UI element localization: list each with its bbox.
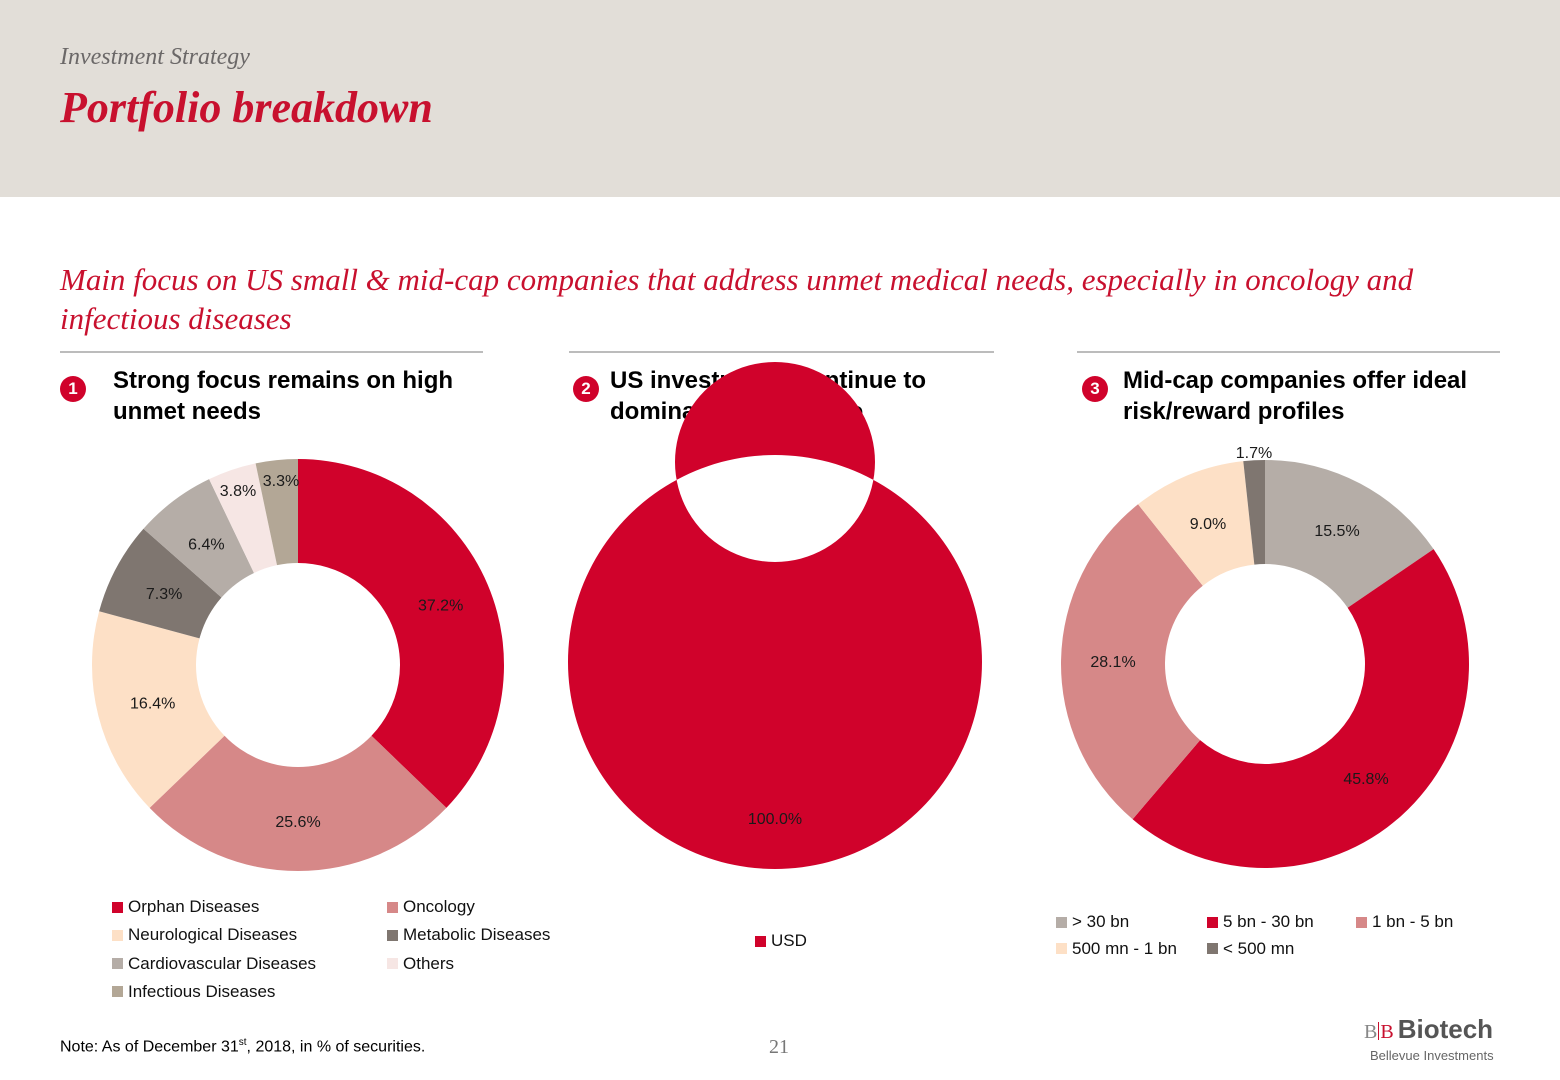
- legend-item: Metabolic Diseases: [387, 925, 550, 945]
- legend-item: Oncology: [387, 897, 475, 917]
- legend-swatch: [112, 986, 123, 998]
- legend-label: Others: [403, 953, 455, 973]
- legend-swatch: [1207, 943, 1218, 954]
- donut-slice-oncology: [149, 735, 447, 872]
- legend-swatch: [387, 929, 398, 941]
- slice-data-label: 15.5%: [1314, 523, 1359, 540]
- divider-1: [60, 351, 483, 353]
- slice-data-label: 100.0%: [748, 811, 802, 828]
- section-number-badge: 1: [60, 376, 86, 402]
- slice-data-label: 6.4%: [188, 537, 224, 554]
- logo-mark-divider: [1378, 1022, 1380, 1040]
- divider-3: [1077, 351, 1500, 353]
- page-subtitle: Main focus on US small & mid-cap compani…: [60, 262, 1414, 336]
- legend-label: 500 mn - 1 bn: [1072, 938, 1177, 958]
- section-number-badge: 3: [1082, 376, 1108, 402]
- legend-swatch: [1056, 916, 1067, 928]
- footnote-text-end: , 2018, in % of securities.: [246, 1038, 426, 1056]
- header-band: Investment Strategy Portfolio breakdown: [0, 0, 1560, 197]
- section-kicker: Investment Strategy: [60, 44, 250, 70]
- legend-label: > 30 bn: [1072, 912, 1130, 931]
- logo-mark-left: B: [1364, 1021, 1378, 1043]
- footnote-text: Note: As of December 31: [60, 1038, 239, 1056]
- footnote-superscript: st: [238, 1037, 247, 1048]
- legend-label: Metabolic Diseases: [403, 925, 551, 945]
- section-title: Mid-cap companies offer ideal risk/rewar…: [1123, 367, 1468, 425]
- legend-item: < 500 mn: [1207, 939, 1294, 959]
- legend-label: 5 bn - 30 bn: [1223, 912, 1314, 931]
- legend-swatch: [112, 901, 123, 913]
- slice-data-label: 9.0%: [1190, 516, 1226, 533]
- legend-item: 1 bn - 5 bn: [1356, 912, 1453, 932]
- donut-slice-infectious-diseases: [255, 459, 298, 566]
- company-logo: B B Biotech Bellevue Investments: [1364, 1014, 1494, 1063]
- logo-mark-right: B: [1380, 1021, 1394, 1043]
- donut-slice-30-bn: [1265, 460, 1434, 608]
- section-title: Strong focus remains on high unmet needs: [113, 367, 454, 425]
- legend-item: 5 bn - 30 bn: [1207, 912, 1314, 932]
- slice-data-label: 37.2%: [418, 597, 463, 614]
- legend-swatch: [112, 958, 123, 970]
- legend-label: USD: [771, 931, 807, 950]
- legend-label: Infectious Diseases: [128, 981, 276, 1001]
- legend-item: Orphan Diseases: [112, 897, 259, 917]
- slice-data-label: 3.3%: [263, 473, 299, 490]
- legend-item: Neurological Diseases: [112, 925, 297, 945]
- legend-label: 1 bn - 5 bn: [1372, 912, 1454, 931]
- legend-swatch: [387, 901, 398, 913]
- footnote: Note: As of December 31st, 2018, in % of…: [60, 1037, 425, 1056]
- page-number: 21: [769, 1036, 789, 1058]
- donut-slice-usd: [567, 362, 982, 869]
- donut-slice-others: [209, 463, 278, 573]
- legend-label: Oncology: [403, 897, 475, 916]
- donut-slice-cardiovascular-diseases: [143, 479, 254, 598]
- logo-name: Biotech: [1397, 1014, 1494, 1044]
- slice-data-label: 45.8%: [1343, 771, 1388, 788]
- divider-2: [569, 351, 994, 353]
- donut-slice-5-bn-30-bn: [1132, 549, 1469, 868]
- legend-label: < 500 mn: [1223, 938, 1295, 958]
- legend-swatch: [1207, 916, 1218, 928]
- donut-slice-orphan-diseases: [298, 459, 505, 808]
- logo-tagline: Bellevue Investments: [1370, 1048, 1494, 1063]
- slice-data-label: 28.1%: [1090, 654, 1135, 671]
- legend-item: Cardiovascular Diseases: [112, 954, 316, 974]
- legend-swatch: [1056, 943, 1067, 954]
- donut-slice-500-mn: [1243, 460, 1265, 565]
- legend-swatch: [112, 929, 123, 941]
- legend-label: Neurological Diseases: [128, 925, 298, 945]
- legend-item: Infectious Diseases: [112, 982, 275, 1002]
- slice-data-label: 16.4%: [130, 695, 175, 712]
- legend-label: Cardiovascular Diseases: [128, 953, 317, 973]
- slice-data-label: 7.3%: [146, 586, 182, 603]
- donut-slice-1-bn-5-bn: [1061, 504, 1203, 820]
- slice-data-label: 25.6%: [275, 814, 320, 831]
- donut-slice-metabolic-diseases: [99, 528, 222, 639]
- legend-label: Orphan Diseases: [128, 897, 260, 916]
- legend-swatch: [387, 958, 398, 970]
- legend-swatch: [1356, 916, 1367, 928]
- legend-item: 500 mn - 1 bn: [1056, 939, 1177, 959]
- donut-slice-500-mn-1-bn: [1138, 461, 1255, 586]
- page-title: Portfolio breakdown: [60, 83, 433, 132]
- slice-data-label: 3.8%: [220, 483, 256, 500]
- legend-item: USD: [755, 931, 807, 951]
- donut-slice-neurological-diseases: [92, 611, 225, 808]
- legend-swatch: [755, 935, 766, 947]
- legend-item: > 30 bn: [1056, 912, 1129, 932]
- section-number-badge: 2: [573, 376, 599, 402]
- legend-item: Others: [387, 954, 454, 974]
- slice-data-label: 1.7%: [1236, 445, 1272, 462]
